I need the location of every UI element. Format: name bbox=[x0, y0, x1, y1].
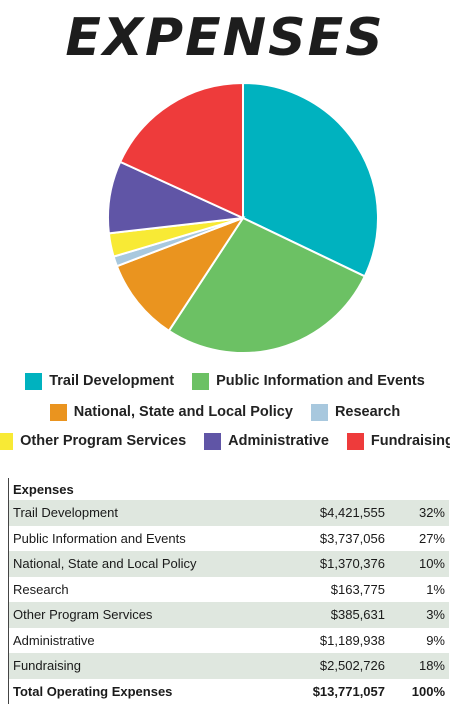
legend-label: Fundraising bbox=[370, 433, 450, 449]
legend-item-administrative: Administrative bbox=[204, 431, 329, 451]
row-amount: $1,189,938 bbox=[319, 632, 385, 648]
legend-row: Trail Development Public Information and… bbox=[0, 371, 450, 391]
table-header-row: Expenses bbox=[9, 478, 449, 500]
row-percent: 1% bbox=[426, 581, 445, 597]
row-amount: $1,370,376 bbox=[319, 556, 385, 572]
legend-item-research: Research bbox=[310, 402, 401, 422]
legend-label: Public Information and Events bbox=[216, 373, 425, 389]
table-row: Administrative $1,189,938 9% bbox=[9, 628, 449, 654]
chart-title: EXPENSES bbox=[65, 8, 385, 68]
legend-swatch bbox=[49, 403, 67, 421]
legend-swatch bbox=[310, 403, 328, 421]
row-label: Research bbox=[13, 581, 69, 597]
row-label: Fundraising bbox=[13, 658, 81, 674]
legend-swatch bbox=[346, 432, 364, 450]
row-percent: 10% bbox=[418, 556, 445, 572]
row-percent: 32% bbox=[418, 505, 445, 521]
legend-swatch bbox=[0, 432, 14, 450]
row-percent: 18% bbox=[418, 658, 445, 674]
row-amount: $163,775 bbox=[330, 581, 385, 597]
legend-label: Trail Development bbox=[49, 373, 175, 389]
pie-slice-trail-development bbox=[242, 81, 379, 278]
table-row: Public Information and Events $3,737,056… bbox=[9, 526, 449, 552]
total-amount: $13,771,057 bbox=[312, 683, 385, 699]
row-percent: 27% bbox=[418, 530, 445, 546]
row-label: Administrative bbox=[13, 632, 95, 648]
expenses-pie-chart bbox=[107, 81, 379, 354]
table-row: Other Program Services $385,631 3% bbox=[9, 602, 449, 628]
pie-slice-national-state-and-local-policy bbox=[115, 215, 246, 333]
legend-item-public-information: Public Information and Events bbox=[192, 371, 425, 391]
table-row: National, State and Local Policy $1,370,… bbox=[9, 551, 449, 577]
legend-item-fundraising: Fundraising bbox=[346, 431, 450, 451]
legend-swatch bbox=[25, 372, 43, 390]
row-label: Trail Development bbox=[13, 505, 119, 521]
legend-item-trail-development: Trail Development bbox=[25, 371, 174, 391]
row-amount: $4,421,555 bbox=[319, 505, 385, 521]
total-percent: 100% bbox=[411, 683, 445, 699]
total-label: Total Operating Expenses bbox=[13, 683, 173, 699]
legend-item-other-program-services: Other Program Services bbox=[0, 431, 186, 451]
legend-label: National, State and Local Policy bbox=[73, 404, 293, 420]
legend-row: National, State and Local Policy Researc… bbox=[0, 402, 450, 422]
pie-slice-fundraising bbox=[118, 81, 244, 220]
legend-label: Other Program Services bbox=[20, 433, 187, 449]
table-row: Trail Development $4,421,555 32% bbox=[9, 500, 449, 526]
row-label: National, State and Local Policy bbox=[13, 556, 197, 572]
legend-swatch bbox=[204, 432, 222, 450]
row-percent: 3% bbox=[426, 607, 445, 623]
expenses-table: Expenses Trail Development $4,421,555 32… bbox=[8, 478, 449, 704]
legend-label: Administrative bbox=[228, 433, 329, 449]
pie-slice-public-information-and-events bbox=[167, 216, 367, 354]
table-total-row: Total Operating Expenses $13,771,057 100… bbox=[9, 679, 449, 705]
legend-item-national-policy: National, State and Local Policy bbox=[49, 402, 293, 422]
table-row: Research $163,775 1% bbox=[9, 577, 449, 603]
row-amount: $2,502,726 bbox=[319, 658, 385, 674]
legend-label: Research bbox=[334, 404, 401, 420]
row-label: Public Information and Events bbox=[13, 530, 186, 546]
legend-swatch bbox=[192, 372, 210, 390]
row-amount: $385,631 bbox=[330, 607, 385, 623]
legend-row: Other Program Services Administrative Fu… bbox=[0, 431, 450, 451]
row-percent: 9% bbox=[426, 632, 445, 648]
table-header: Expenses bbox=[13, 481, 74, 497]
row-label: Other Program Services bbox=[13, 607, 153, 623]
table-row: Fundraising $2,502,726 18% bbox=[9, 653, 449, 679]
row-amount: $3,737,056 bbox=[319, 530, 385, 546]
